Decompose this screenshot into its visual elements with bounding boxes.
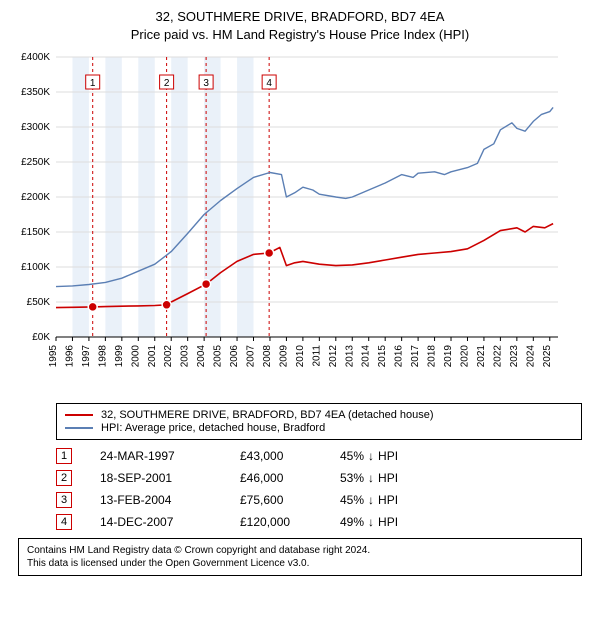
- svg-text:3: 3: [203, 78, 209, 89]
- svg-text:2006: 2006: [229, 345, 240, 368]
- svg-text:2012: 2012: [328, 345, 339, 368]
- sale-date: 24-MAR-1997: [100, 449, 240, 463]
- sale-price: £120,000: [240, 515, 340, 529]
- sale-diff-hpi-label: HPI: [378, 471, 398, 485]
- sale-diff-hpi-label: HPI: [378, 449, 398, 463]
- svg-text:2000: 2000: [130, 345, 141, 368]
- svg-text:£400K: £400K: [21, 52, 50, 63]
- svg-text:1996: 1996: [64, 345, 75, 368]
- svg-text:£100K: £100K: [21, 262, 50, 273]
- sale-diff-hpi-label: HPI: [378, 515, 398, 529]
- sale-row: 2 18-SEP-2001£46,00053% ↓ HPI: [56, 470, 582, 486]
- sale-date: 13-FEB-2004: [100, 493, 240, 507]
- sale-price: £46,000: [240, 471, 340, 485]
- svg-text:£350K: £350K: [21, 87, 50, 98]
- sale-diff-pct: 45%: [340, 493, 364, 507]
- legend-swatch: [65, 414, 93, 416]
- sale-row: 4 14-DEC-2007£120,00049% ↓ HPI: [56, 514, 582, 530]
- legend: 32, SOUTHMERE DRIVE, BRADFORD, BD7 4EA (…: [56, 403, 582, 440]
- sale-diff-pct: 45%: [340, 449, 364, 463]
- sale-price: £43,000: [240, 449, 340, 463]
- chart-container: £0K £50K £100K £150K £200K £250K £300K £350K £40…: [8, 47, 592, 397]
- svg-text:2004: 2004: [196, 345, 207, 368]
- svg-text:2005: 2005: [213, 345, 224, 368]
- footer-line-1: Contains HM Land Registry data © Crown c…: [27, 544, 573, 557]
- sale-price: £75,600: [240, 493, 340, 507]
- footer-line-2: This data is licensed under the Open Gov…: [27, 557, 573, 570]
- legend-label: 32, SOUTHMERE DRIVE, BRADFORD, BD7 4EA (…: [101, 409, 434, 421]
- attribution-footer: Contains HM Land Registry data © Crown c…: [18, 538, 582, 576]
- svg-text:2016: 2016: [394, 345, 405, 368]
- sale-diff-hpi-label: HPI: [378, 493, 398, 507]
- chart-title-block: 32, SOUTHMERE DRIVE, BRADFORD, BD7 4EA P…: [8, 8, 592, 43]
- sale-row: 3 13-FEB-2004£75,60045% ↓ HPI: [56, 492, 582, 508]
- svg-text:2025: 2025: [542, 345, 553, 368]
- svg-text:2009: 2009: [278, 345, 289, 368]
- svg-text:2014: 2014: [361, 345, 372, 368]
- legend-label: HPI: Average price, detached house, Brad…: [101, 422, 325, 434]
- sale-diff: 49% ↓ HPI: [340, 515, 398, 529]
- svg-text:1997: 1997: [81, 345, 92, 368]
- svg-text:2007: 2007: [246, 345, 257, 368]
- svg-text:£0K: £0K: [32, 332, 50, 343]
- legend-item: 32, SOUTHMERE DRIVE, BRADFORD, BD7 4EA (…: [65, 409, 573, 421]
- svg-text:£150K: £150K: [21, 227, 50, 238]
- sale-row: 1 24-MAR-1997£43,00045% ↓ HPI: [56, 448, 582, 464]
- svg-text:2011: 2011: [311, 345, 322, 367]
- svg-text:1998: 1998: [97, 345, 108, 368]
- svg-text:2013: 2013: [344, 345, 355, 368]
- sale-diff: 45% ↓ HPI: [340, 449, 398, 463]
- svg-text:2024: 2024: [525, 345, 536, 368]
- svg-text:4: 4: [266, 78, 272, 89]
- price-chart: £0K £50K £100K £150K £200K £250K £300K £350K £40…: [8, 47, 568, 397]
- sale-number-box: 2: [56, 470, 72, 486]
- svg-text:2003: 2003: [180, 345, 191, 368]
- svg-text:2015: 2015: [377, 345, 388, 368]
- sale-diff: 53% ↓ HPI: [340, 471, 398, 485]
- svg-text:2001: 2001: [147, 345, 158, 368]
- svg-text:2018: 2018: [427, 345, 438, 368]
- svg-text:2017: 2017: [410, 345, 421, 368]
- svg-text:1: 1: [90, 78, 96, 89]
- svg-text:1995: 1995: [48, 345, 59, 368]
- arrow-down-icon: ↓: [368, 471, 374, 485]
- sale-diff: 45% ↓ HPI: [340, 493, 398, 507]
- svg-text:£50K: £50K: [27, 297, 51, 308]
- svg-text:2002: 2002: [163, 345, 174, 368]
- svg-text:2010: 2010: [295, 345, 306, 368]
- sales-table: 124-MAR-1997£43,00045%↓HPI218-SEP-2001£4…: [56, 448, 582, 530]
- svg-text:1999: 1999: [114, 345, 125, 368]
- svg-text:£200K: £200K: [21, 192, 50, 203]
- sale-number-box: 4: [56, 514, 72, 530]
- title-line-1: 32, SOUTHMERE DRIVE, BRADFORD, BD7 4EA: [8, 8, 592, 26]
- legend-swatch: [65, 427, 93, 429]
- svg-text:2008: 2008: [262, 345, 273, 368]
- sale-number-box: 3: [56, 492, 72, 508]
- arrow-down-icon: ↓: [368, 493, 374, 507]
- legend-item: HPI: Average price, detached house, Brad…: [65, 422, 573, 434]
- sale-number-box: 1: [56, 448, 72, 464]
- svg-text:2022: 2022: [492, 345, 503, 368]
- sale-diff-pct: 53%: [340, 471, 364, 485]
- svg-text:2020: 2020: [459, 345, 470, 368]
- sale-diff-pct: 49%: [340, 515, 364, 529]
- svg-text:£250K: £250K: [21, 157, 50, 168]
- svg-text:2019: 2019: [443, 345, 454, 368]
- title-line-2: Price paid vs. HM Land Registry's House …: [8, 26, 592, 44]
- svg-text:2: 2: [164, 78, 170, 89]
- arrow-down-icon: ↓: [368, 449, 374, 463]
- svg-text:2023: 2023: [509, 345, 520, 368]
- sale-date: 14-DEC-2007: [100, 515, 240, 529]
- arrow-down-icon: ↓: [368, 515, 374, 529]
- svg-text:2021: 2021: [476, 345, 487, 368]
- sale-date: 18-SEP-2001: [100, 471, 240, 485]
- svg-text:£300K: £300K: [21, 122, 50, 133]
